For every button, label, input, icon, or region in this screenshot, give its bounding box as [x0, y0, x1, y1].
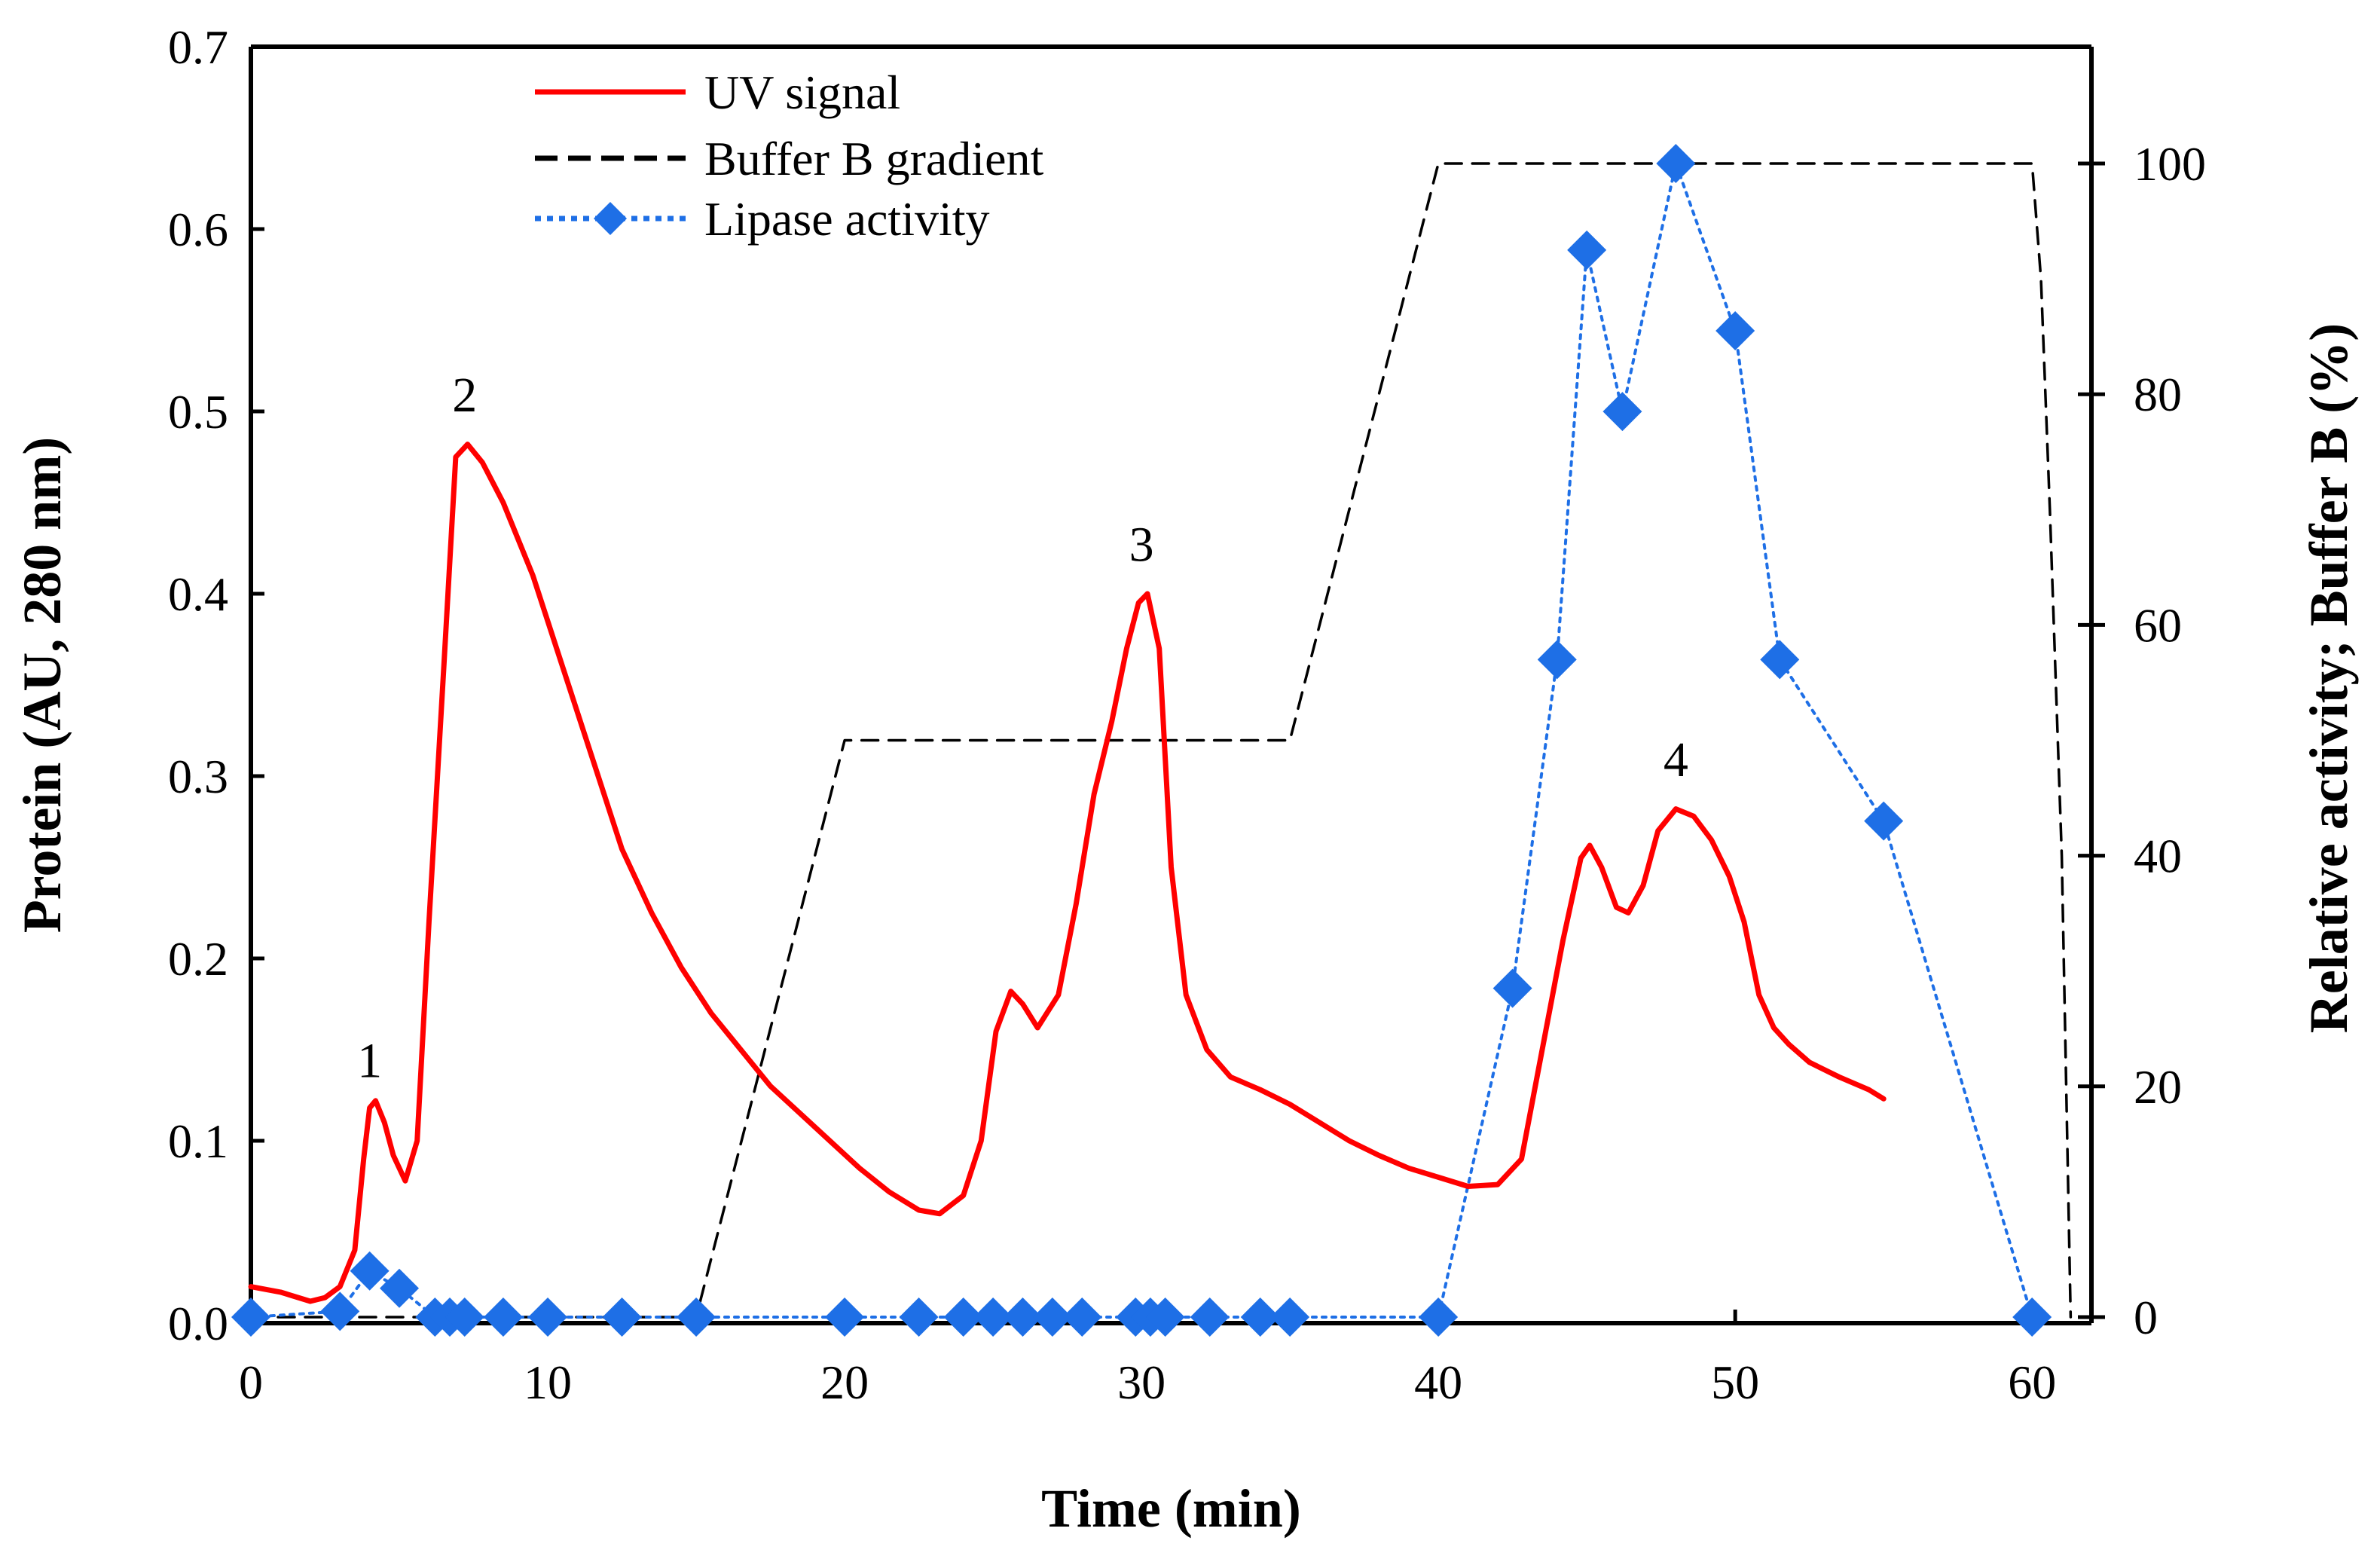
x-axis-title: Time (min) [1041, 1478, 1301, 1539]
y-tick-label: 0.5 [168, 385, 228, 439]
data-point-lipase-activity [1419, 1298, 1459, 1337]
peak-label: 4 [1664, 732, 1688, 787]
data-point-lipase-activity [1190, 1298, 1230, 1337]
peak-label: 1 [357, 1033, 382, 1088]
data-point-lipase-activity [899, 1298, 939, 1337]
y2-tick-label: 100 [2134, 137, 2206, 191]
y2-axis-title: Relative activity; Buffer B (%) [2299, 323, 2359, 1033]
x-tick-label: 40 [1414, 1356, 1462, 1409]
x-tick-label: 30 [1117, 1356, 1166, 1409]
data-point-lipase-activity [1864, 801, 1904, 841]
y2-tick-label: 60 [2134, 598, 2182, 652]
y2-tick-label: 40 [2134, 830, 2182, 883]
data-point-lipase-activity [943, 1298, 983, 1337]
y-tick-label: 0.1 [168, 1114, 228, 1168]
data-point-lipase-activity [825, 1298, 865, 1337]
data-point-lipase-activity [528, 1298, 568, 1337]
data-point-lipase-activity [1270, 1298, 1310, 1337]
y2-tick-label: 20 [2134, 1060, 2182, 1114]
legend-marker-diamond [594, 202, 627, 235]
data-point-lipase-activity [1003, 1298, 1043, 1337]
data-point-lipase-activity [677, 1298, 716, 1337]
data-point-lipase-activity [1032, 1298, 1072, 1337]
data-point-lipase-activity [1567, 230, 1607, 270]
y-tick-label: 0.2 [168, 932, 228, 986]
series-line-uv-signal [248, 442, 1887, 1304]
data-point-lipase-activity [973, 1298, 1013, 1337]
y-tick-label: 0.3 [168, 750, 228, 803]
y2-tick-label: 80 [2134, 368, 2182, 421]
data-point-lipase-activity [445, 1298, 484, 1337]
x-tick-label: 20 [820, 1356, 869, 1409]
axes-group: 0 10 20 30 40 50 60 0.0 0.1 0.2 0.3 0.4 0.5 0.6 0.7 0 20… [12, 20, 2359, 1539]
data-point-lipase-activity [320, 1291, 360, 1331]
data-point-lipase-activity [231, 1298, 270, 1337]
data-point-lipase-activity [1062, 1298, 1102, 1337]
data-point-lipase-activity [1656, 144, 1696, 183]
legend: UV signal Buffer B gradient Lipase activit… [535, 66, 1043, 246]
data-point-lipase-activity [2012, 1298, 2052, 1337]
data-point-lipase-activity [1492, 968, 1532, 1008]
data-point-lipase-activity [1715, 310, 1755, 350]
x-tick-label: 60 [2008, 1356, 2056, 1409]
y-tick-label: 0.7 [168, 20, 228, 74]
y-tick-label: 0.4 [168, 567, 228, 621]
legend-label: Lipase activity [704, 192, 990, 246]
y-axis-title: Protein (AU, 280 nm) [12, 437, 72, 934]
data-point-lipase-activity [1537, 640, 1577, 680]
data-point-lipase-activity [380, 1268, 420, 1308]
data-point-lipase-activity [1240, 1298, 1280, 1337]
x-tick-label: 50 [1711, 1356, 1759, 1409]
data-point-lipase-activity [350, 1251, 390, 1291]
legend-label: UV signal [704, 66, 900, 119]
data-point-lipase-activity [1760, 640, 1800, 680]
data-point-lipase-activity [602, 1298, 642, 1337]
series-line-buffer-b-gradient [249, 162, 2073, 1319]
series-group [231, 144, 2073, 1337]
x-tick-label: 10 [524, 1356, 572, 1409]
x-tick-label: 0 [239, 1356, 263, 1409]
peak-label: 3 [1129, 517, 1154, 572]
legend-label: Buffer B gradient [704, 132, 1043, 185]
y-tick-label: 0.0 [168, 1297, 228, 1350]
data-point-lipase-activity [1145, 1298, 1185, 1337]
data-point-lipase-activity [483, 1298, 523, 1337]
data-point-lipase-activity [1602, 392, 1642, 432]
peak-label: 2 [452, 368, 477, 423]
y-tick-label: 0.6 [168, 203, 228, 256]
labels-group: 1 2 3 4 [357, 368, 1688, 1088]
y2-tick-label: 0 [2134, 1291, 2158, 1344]
